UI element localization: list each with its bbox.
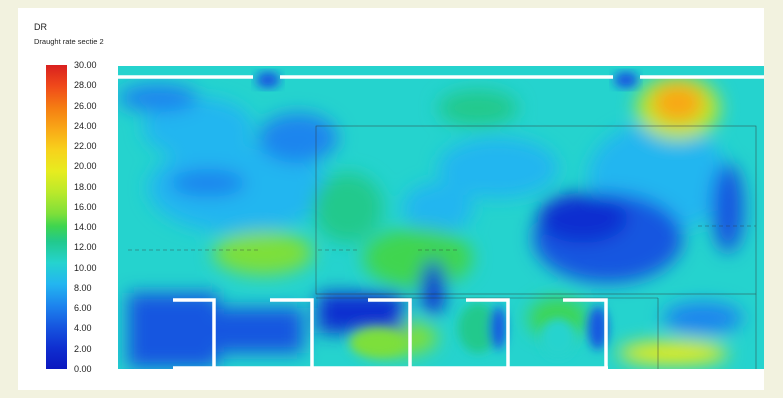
region-blue-right-bottom xyxy=(663,302,743,334)
legend-tick-label: 28.00 xyxy=(74,80,97,91)
legend-tick-label: 0.00 xyxy=(74,364,92,374)
top-band-jet-1 xyxy=(256,72,280,88)
region-lightblue-2 xyxy=(143,98,253,158)
figure-subtitle: Draught rate sectie 2 xyxy=(34,37,104,46)
region-green-left xyxy=(213,231,313,275)
walls xyxy=(118,75,764,370)
figure-panel: DR Draught rate sectie 2 30.00 28.00 26.00… xyxy=(18,8,764,390)
region-blue-room-5 xyxy=(588,306,608,350)
legend-tick-label: 10.00 xyxy=(74,262,97,273)
cubicle-2 xyxy=(270,298,314,369)
legend-tick-label: 16.00 xyxy=(74,201,97,212)
region-cyan-room-5 xyxy=(540,318,576,358)
legend-tick-label: 24.00 xyxy=(74,120,97,131)
region-green-room-3 xyxy=(350,329,406,357)
legend-tick-label: 2.00 xyxy=(74,343,92,354)
color-scale-bar xyxy=(46,65,67,369)
cubicle-5 xyxy=(563,298,608,369)
legend-tick-label: 22.00 xyxy=(74,141,97,152)
legend-tick-label: 6.00 xyxy=(74,303,92,314)
top-band xyxy=(118,66,764,77)
region-blue-room-4-edge xyxy=(490,306,506,350)
region-blue-room-2 xyxy=(218,308,303,353)
top-band-jet-2 xyxy=(614,72,638,88)
legend-tick-label: 30.00 xyxy=(74,60,97,70)
region-lightblue-5 xyxy=(258,113,338,163)
region-lightblue-3 xyxy=(438,138,558,198)
figure-title: DR xyxy=(34,22,47,32)
legend-tick-label: 20.00 xyxy=(74,161,97,172)
region-green-mid xyxy=(363,228,473,288)
legend-tick-label: 12.00 xyxy=(74,242,97,253)
region-blue-column xyxy=(421,260,445,316)
legend-tick-label: 26.00 xyxy=(74,100,97,111)
outline-inner-box xyxy=(315,125,757,295)
draught-rate-contour-plot xyxy=(118,66,764,370)
region-orange-top-right xyxy=(652,83,704,123)
region-blue-right xyxy=(712,163,744,253)
region-green-center xyxy=(313,173,383,243)
color-scale-labels: 30.00 28.00 26.00 24.00 22.00 20.00 18.00 16.00… xyxy=(74,8,114,390)
geometry-lines xyxy=(128,125,757,369)
region-blue-bottom-left xyxy=(128,293,218,368)
region-blue-left xyxy=(170,169,246,197)
legend-tick-label: 18.00 xyxy=(74,181,97,192)
region-green-top xyxy=(438,90,518,126)
region-lightblue-6 xyxy=(403,183,473,233)
region-blue-core-2 xyxy=(538,193,628,243)
cubicle-3 xyxy=(368,298,412,369)
legend-tick-label: 8.00 xyxy=(74,282,92,293)
region-blue-top-left xyxy=(118,84,198,112)
legend-tick-label: 14.00 xyxy=(74,222,97,233)
region-cyan-room-4 xyxy=(458,303,498,353)
contour-field xyxy=(118,66,764,369)
region-yellow-bottom xyxy=(618,341,728,365)
cubicle-1 xyxy=(173,298,216,369)
legend-tick-label: 4.00 xyxy=(74,323,92,334)
cubicle-4 xyxy=(466,298,510,369)
